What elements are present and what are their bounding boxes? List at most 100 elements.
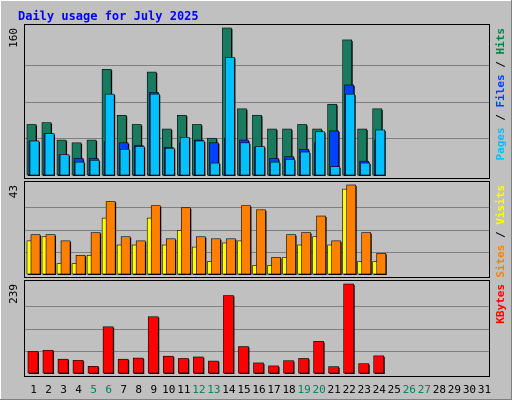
x-tick-label-day-10: 10 bbox=[162, 383, 175, 396]
bar-pages-day-20 bbox=[315, 131, 325, 176]
panel-top-max-label: 160 bbox=[7, 28, 20, 48]
bar-sites-day-24 bbox=[376, 253, 387, 275]
bar-pages-day-8 bbox=[134, 146, 145, 176]
bar-pages-day-1 bbox=[29, 140, 40, 176]
panel-bottom: 239 KBytes bbox=[7, 280, 507, 377]
bar-sites-day-21 bbox=[331, 240, 341, 275]
x-tick-label-day-14: 14 bbox=[222, 383, 236, 396]
bar-sites-day-12 bbox=[196, 236, 206, 275]
bar-sites-day-4 bbox=[75, 255, 86, 275]
x-tick-label-day-20: 20 bbox=[313, 383, 326, 396]
bar-sites-day-17 bbox=[271, 257, 281, 275]
panel-middle: 43 Sites / Visits bbox=[7, 181, 507, 278]
bar-pages-day-19 bbox=[300, 151, 310, 176]
bar-kbytes-day-7 bbox=[117, 358, 129, 374]
bar-pages-day-17 bbox=[270, 161, 280, 176]
x-tick-label-day-2: 2 bbox=[45, 383, 52, 396]
panel-bottom-plot-area bbox=[24, 280, 490, 377]
bar-pages-day-7 bbox=[119, 148, 130, 176]
bar-pages-day-15 bbox=[240, 142, 250, 176]
legend-entry: KBytes bbox=[494, 284, 507, 324]
bar-pages-day-14 bbox=[225, 57, 235, 176]
legend-entry: Hits bbox=[494, 28, 507, 55]
bar-kbytes-day-3 bbox=[57, 358, 69, 374]
bar-pages-day-3 bbox=[59, 154, 70, 176]
panel-bottom-legend: KBytes bbox=[494, 284, 507, 324]
x-tick-label-day-4: 4 bbox=[75, 383, 82, 396]
bar-kbytes-day-4 bbox=[72, 360, 84, 374]
chart-title: Daily usage for July 2025 bbox=[18, 9, 199, 23]
panel-middle-max-label: 43 bbox=[7, 185, 20, 198]
x-tick-label-day-26: 26 bbox=[403, 383, 416, 396]
bar-kbytes-day-14 bbox=[223, 295, 234, 374]
x-tick-label-day-13: 13 bbox=[207, 383, 220, 396]
x-tick-label-day-19: 19 bbox=[297, 383, 310, 396]
x-tick-label-day-27: 27 bbox=[418, 383, 431, 396]
x-tick-label-day-24: 24 bbox=[373, 383, 387, 396]
bar-sites-day-6 bbox=[105, 201, 116, 275]
panel-middle-legend: Sites / Visits bbox=[494, 185, 507, 278]
bar-sites-day-22 bbox=[346, 184, 356, 275]
bar-kbytes-day-22 bbox=[343, 283, 354, 374]
bar-sites-day-18 bbox=[286, 234, 296, 275]
legend-entry: Pages bbox=[494, 127, 507, 160]
bar-kbytes-day-1 bbox=[27, 351, 39, 374]
bar-pages-day-9 bbox=[149, 93, 160, 176]
legend-entry: Sites bbox=[494, 245, 507, 278]
bar-sites-day-19 bbox=[301, 232, 311, 275]
bar-kbytes-day-8 bbox=[132, 357, 144, 374]
bar-kbytes-day-9 bbox=[147, 316, 159, 374]
legend-entry: / bbox=[494, 108, 507, 128]
bar-pages-day-21 bbox=[330, 166, 340, 176]
x-tick-label-day-11: 11 bbox=[177, 383, 190, 396]
x-tick-label-day-28: 28 bbox=[433, 383, 446, 396]
bar-sites-day-15 bbox=[241, 205, 251, 275]
bar-sites-day-9 bbox=[150, 205, 161, 275]
x-tick-label-day-21: 21 bbox=[328, 383, 341, 396]
legend-entry: / bbox=[494, 55, 507, 75]
x-tick-label-day-12: 12 bbox=[192, 383, 205, 396]
x-tick-label-day-9: 9 bbox=[150, 383, 157, 396]
bar-pages-day-4 bbox=[74, 161, 85, 176]
panel-bottom-max-label: 239 bbox=[7, 284, 20, 304]
x-tick-label-day-6: 6 bbox=[105, 383, 112, 396]
bar-pages-day-16 bbox=[255, 146, 265, 176]
bar-kbytes-day-11 bbox=[178, 358, 189, 374]
bar-kbytes-day-24 bbox=[373, 355, 385, 374]
bar-pages-day-18 bbox=[285, 159, 295, 176]
bar-sites-day-1 bbox=[30, 234, 41, 275]
bar-kbytes-day-21 bbox=[328, 366, 339, 374]
x-tick-label-day-29: 29 bbox=[448, 383, 461, 396]
bar-kbytes-day-17 bbox=[268, 365, 279, 374]
x-tick-label-day-17: 17 bbox=[267, 383, 280, 396]
legend-entry: Visits bbox=[494, 185, 507, 225]
bar-pages-day-23 bbox=[360, 162, 371, 176]
legend-entry: / bbox=[494, 225, 507, 245]
bar-kbytes-day-13 bbox=[208, 360, 219, 374]
bar-sites-day-20 bbox=[316, 215, 326, 275]
bar-sites-day-3 bbox=[60, 240, 71, 275]
bar-sites-day-7 bbox=[120, 236, 131, 275]
bar-pages-day-6 bbox=[104, 93, 115, 176]
bar-kbytes-day-18 bbox=[283, 360, 294, 374]
bar-pages-day-5 bbox=[89, 160, 100, 176]
bar-kbytes-day-20 bbox=[313, 341, 324, 374]
bar-kbytes-day-12 bbox=[193, 356, 204, 374]
bar-kbytes-day-16 bbox=[253, 362, 264, 374]
bar-pages-day-11 bbox=[180, 137, 190, 176]
bar-pages-day-12 bbox=[195, 140, 205, 176]
bar-sites-day-23 bbox=[361, 232, 372, 275]
bar-pages-day-13 bbox=[210, 162, 220, 176]
x-tick-label-day-22: 22 bbox=[343, 383, 356, 396]
x-tick-label-day-3: 3 bbox=[60, 383, 67, 396]
x-tick-label-day-1: 1 bbox=[30, 383, 37, 396]
bar-pages-day-10 bbox=[164, 148, 175, 176]
bar-sites-day-14 bbox=[226, 238, 236, 275]
x-tick-label-day-31: 31 bbox=[478, 383, 491, 396]
legend-entry: Files bbox=[494, 74, 507, 107]
bar-kbytes-day-5 bbox=[87, 365, 99, 374]
bar-sites-day-11 bbox=[181, 207, 191, 275]
bar-kbytes-day-19 bbox=[298, 358, 309, 374]
bar-sites-day-13 bbox=[211, 238, 221, 275]
